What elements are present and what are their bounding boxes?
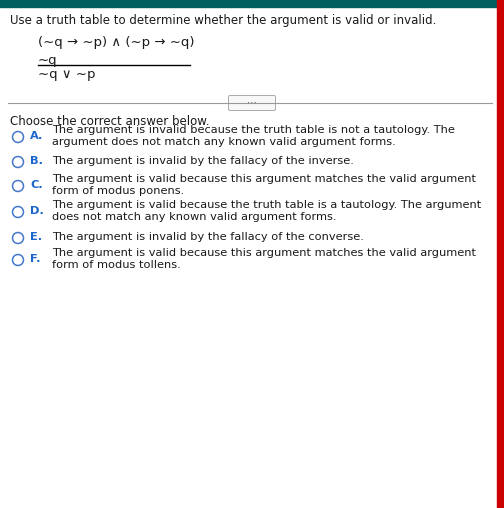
Text: (∼q → ∼p) ∧ (∼p → ∼q): (∼q → ∼p) ∧ (∼p → ∼q) [38,36,195,49]
Text: The argument is invalid because the truth table is not a tautology. The: The argument is invalid because the trut… [52,125,455,135]
Text: form of modus tollens.: form of modus tollens. [52,260,181,270]
Text: The argument is valid because the truth table is a tautology. The argument: The argument is valid because the truth … [52,200,481,210]
Text: F.: F. [30,254,40,264]
Bar [497,0,504,508]
Bar [0,0,504,7]
Text: D.: D. [30,206,44,216]
Text: ∼q: ∼q [38,54,57,67]
Text: C.: C. [30,180,43,190]
Text: argument does not match any known valid argument forms.: argument does not match any known valid … [52,137,396,147]
Text: The argument is invalid by the fallacy of the inverse.: The argument is invalid by the fallacy o… [52,156,354,166]
Text: ⋯: ⋯ [247,98,257,108]
Text: ∼q ∨ ∼p: ∼q ∨ ∼p [38,68,95,81]
Text: Choose the correct answer below.: Choose the correct answer below. [10,115,210,128]
Text: The argument is invalid by the fallacy of the converse.: The argument is invalid by the fallacy o… [52,232,364,242]
FancyBboxPatch shape [228,96,276,111]
Text: The argument is valid because this argument matches the valid argument: The argument is valid because this argum… [52,248,476,258]
Text: Use a truth table to determine whether the argument is valid or invalid.: Use a truth table to determine whether t… [10,14,436,27]
Text: The argument is valid because this argument matches the valid argument: The argument is valid because this argum… [52,174,476,184]
Text: does not match any known valid argument forms.: does not match any known valid argument … [52,212,337,223]
Text: A.: A. [30,131,43,141]
Text: E.: E. [30,232,42,242]
Text: form of modus ponens.: form of modus ponens. [52,186,184,196]
Text: B.: B. [30,156,43,166]
